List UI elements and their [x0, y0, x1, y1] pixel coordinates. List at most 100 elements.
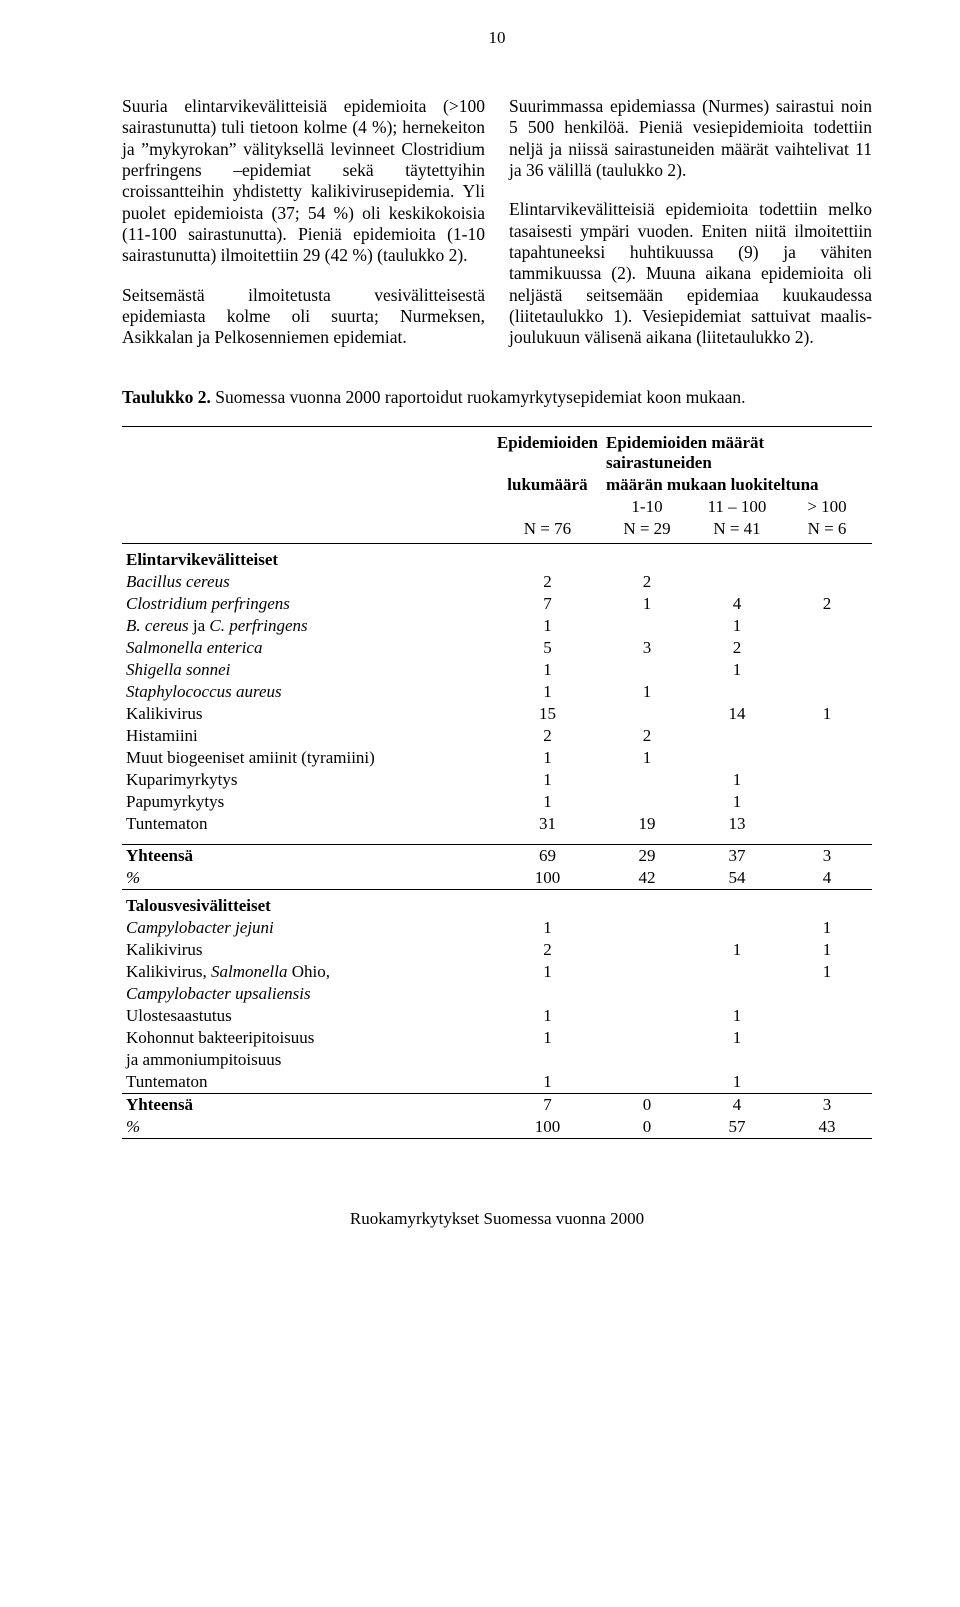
data-table: Epidemioiden Epidemioiden määrät sairast… — [122, 426, 872, 1140]
group2-total-row: Yhteensä 7 0 4 3 — [122, 1094, 872, 1117]
row-label: Kalikivirus — [122, 939, 493, 961]
row-c1 — [602, 1027, 692, 1049]
table-header-row4: N = 76 N = 29 N = 41 N = 6 — [122, 518, 872, 544]
group2-pct-row: % 100 0 57 43 — [122, 1116, 872, 1139]
table-row: Papumyrkytys11 — [122, 791, 872, 813]
row-c1: 1 — [602, 681, 692, 703]
row-c0: 1 — [493, 1005, 602, 1027]
g2-p1: 0 — [602, 1116, 692, 1139]
row-c0: 5 — [493, 637, 602, 659]
row-c0: 1 — [493, 615, 602, 637]
table-row: Kohonnut bakteeripitoisuus11 — [122, 1027, 872, 1049]
hdr-sub3: > 100 — [782, 496, 872, 518]
row-c1: 2 — [602, 725, 692, 747]
row-c0: 1 — [493, 769, 602, 791]
row-c2 — [692, 747, 782, 769]
row-c2 — [692, 725, 782, 747]
row-c3 — [782, 1005, 872, 1027]
row-c0 — [493, 1049, 602, 1071]
row-c2 — [692, 1049, 782, 1071]
row-c0: 1 — [493, 917, 602, 939]
row-label: Salmonella enterica — [122, 637, 493, 659]
row-label: Muut biogeeniset amiinit (tyramiini) — [122, 747, 493, 769]
row-label: Campylobacter upsaliensis — [122, 983, 493, 1005]
row-c0: 15 — [493, 703, 602, 725]
table-row: Tuntematon11 — [122, 1071, 872, 1094]
row-c3: 2 — [782, 593, 872, 615]
g1-p1: 42 — [602, 867, 692, 890]
g2-p3: 43 — [782, 1116, 872, 1139]
row-label: Campylobacter jejuni — [122, 917, 493, 939]
row-c0: 1 — [493, 961, 602, 983]
row-c3 — [782, 725, 872, 747]
row-c3 — [782, 769, 872, 791]
group1-label: Elintarvikevälitteiset — [126, 550, 278, 569]
row-c3 — [782, 747, 872, 769]
row-c1: 1 — [602, 593, 692, 615]
row-c3: 1 — [782, 961, 872, 983]
table-title: Taulukko 2. Suomessa vuonna 2000 raporto… — [122, 387, 872, 408]
table-row: Kuparimyrkytys11 — [122, 769, 872, 791]
left-p2: Seitsemästä ilmoitetusta vesivälitteises… — [122, 285, 485, 349]
row-c2: 1 — [692, 939, 782, 961]
page-container: 10 Suuria elintarvikevälitteisiä epidemi… — [0, 0, 960, 1269]
g1-p0: 100 — [493, 867, 602, 890]
table-row: Muut biogeeniset amiinit (tyramiini)11 — [122, 747, 872, 769]
g1-p3: 4 — [782, 867, 872, 890]
hdr-n0: N = 76 — [493, 518, 602, 544]
row-c0: 1 — [493, 659, 602, 681]
g2-total-label: Yhteensä — [126, 1095, 193, 1114]
table-header-row1: Epidemioiden Epidemioiden määrät sairast… — [122, 426, 872, 474]
table-row: Bacillus cereus22 — [122, 571, 872, 593]
row-c3: 1 — [782, 703, 872, 725]
row-c0: 1 — [493, 1071, 602, 1094]
g2-total-c2: 4 — [692, 1094, 782, 1117]
row-c2: 4 — [692, 593, 782, 615]
g1-total-c1: 29 — [602, 845, 692, 868]
row-c2: 1 — [692, 769, 782, 791]
right-p2: Elintarvikevälitteisiä epidemioita todet… — [509, 199, 872, 348]
left-p1: Suuria elintarvikevälitteisiä epidemioit… — [122, 96, 485, 267]
table-header-row3: 1-10 11 – 100 > 100 — [122, 496, 872, 518]
row-c1 — [602, 917, 692, 939]
table-row: Staphylococcus aureus11 — [122, 681, 872, 703]
row-c0: 2 — [493, 725, 602, 747]
page-number: 10 — [122, 28, 872, 48]
right-p1: Suurimmassa epidemiassa (Nurmes) sairast… — [509, 96, 872, 181]
row-label: Tuntematon — [122, 1071, 493, 1094]
g2-p2: 57 — [692, 1116, 782, 1139]
row-label: Shigella sonnei — [122, 659, 493, 681]
right-column: Suurimmassa epidemiassa (Nurmes) sairast… — [509, 96, 872, 349]
row-c1 — [602, 615, 692, 637]
row-label: Staphylococcus aureus — [122, 681, 493, 703]
row-c2: 1 — [692, 1005, 782, 1027]
row-c3 — [782, 1027, 872, 1049]
row-c0: 2 — [493, 571, 602, 593]
row-c2 — [692, 961, 782, 983]
table-title-bold: Taulukko 2. — [122, 387, 211, 407]
row-c3 — [782, 1049, 872, 1071]
page-footer: Ruokamyrkytykset Suomessa vuonna 2000 — [122, 1209, 872, 1229]
row-c3 — [782, 659, 872, 681]
row-c1 — [602, 703, 692, 725]
g1-p2: 54 — [692, 867, 782, 890]
row-c3 — [782, 615, 872, 637]
row-c1 — [602, 1071, 692, 1094]
row-c2: 13 — [692, 813, 782, 835]
table-row: Tuntematon311913 — [122, 813, 872, 835]
row-c3 — [782, 1071, 872, 1094]
g1-total-c2: 37 — [692, 845, 782, 868]
table-row: Ulostesaastutus11 — [122, 1005, 872, 1027]
hdr-group-l1: Epidemioiden määrät sairastuneiden — [606, 433, 764, 472]
row-c2 — [692, 917, 782, 939]
row-c1 — [602, 791, 692, 813]
row-label: Kalikivirus, Salmonella Ohio, — [122, 961, 493, 983]
row-c0 — [493, 983, 602, 1005]
row-c2: 14 — [692, 703, 782, 725]
row-label: Kalikivirus — [122, 703, 493, 725]
row-c3: 1 — [782, 939, 872, 961]
table-header-row2: lukumäärä määrän mukaan luokiteltuna — [122, 474, 872, 496]
table-row: B. cereus ja C. perfringens11 — [122, 615, 872, 637]
g2-p0: 100 — [493, 1116, 602, 1139]
row-c3 — [782, 681, 872, 703]
